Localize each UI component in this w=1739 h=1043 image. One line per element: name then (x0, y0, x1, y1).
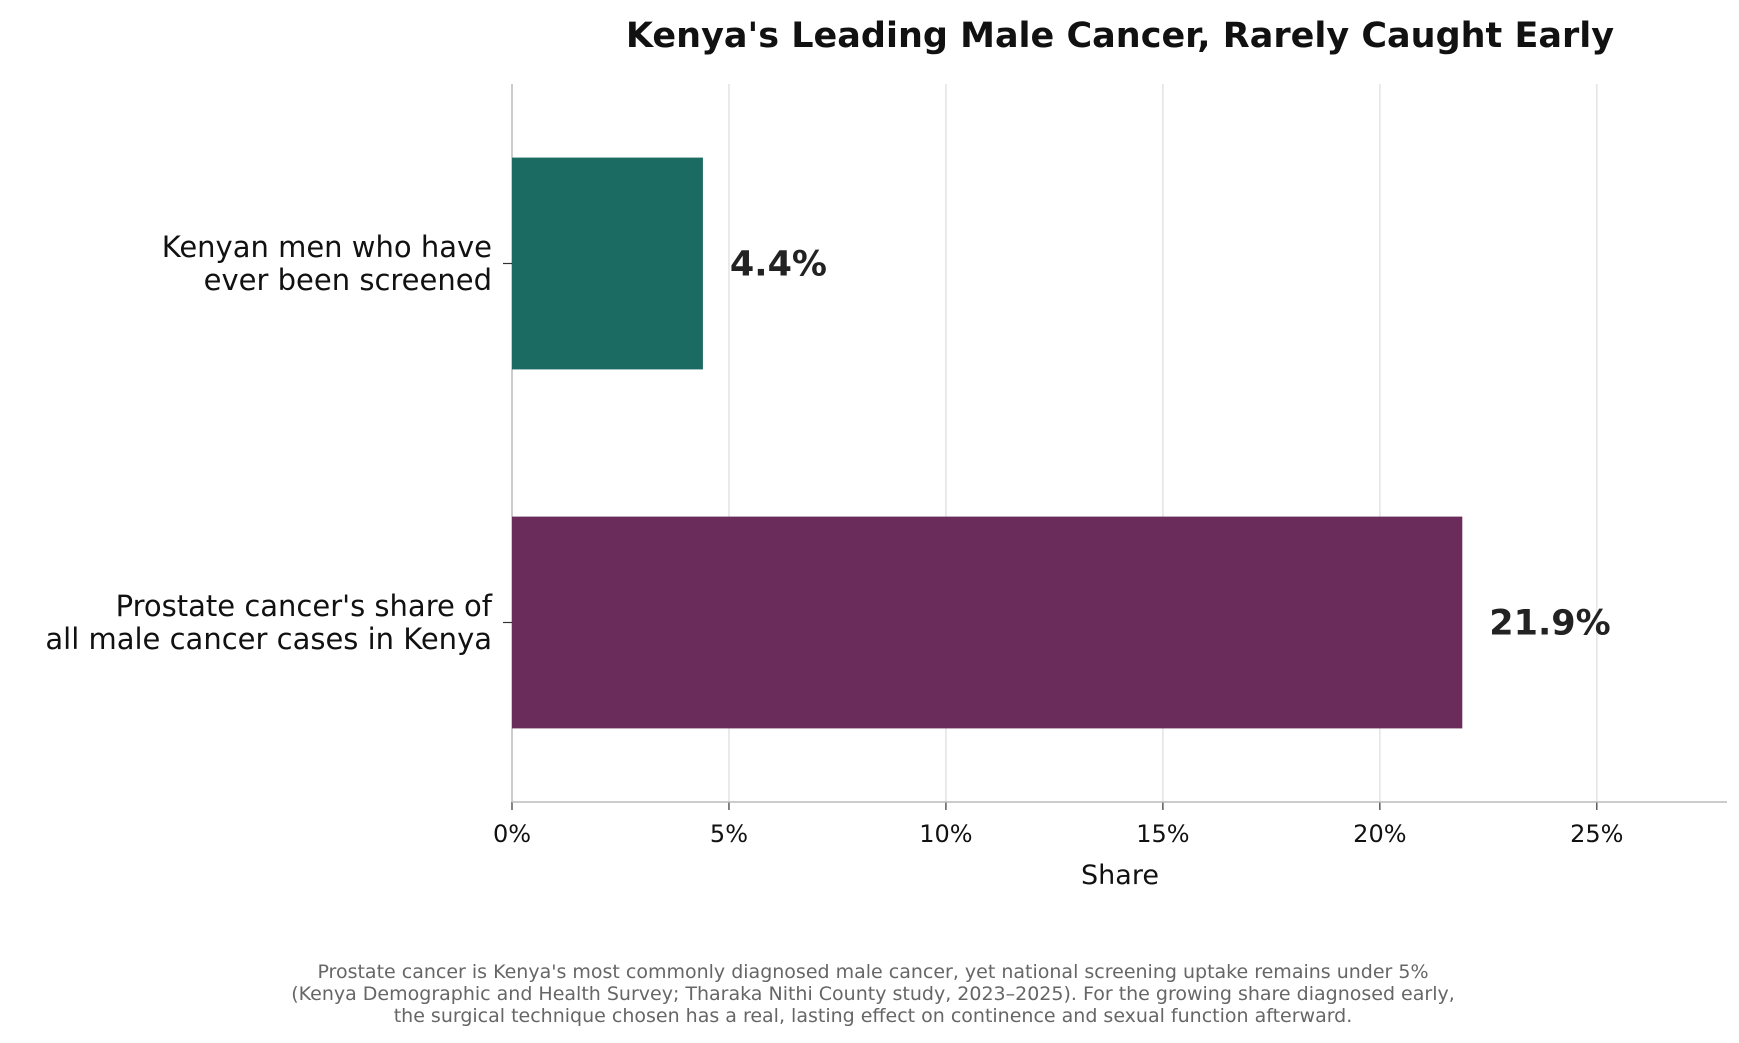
x-tick-label: 10% (919, 820, 972, 848)
x-tick-label: 25% (1570, 820, 1623, 848)
y-tick-label-line: ever been screened (204, 263, 492, 297)
x-tick-label: 0% (493, 820, 531, 848)
y-tick-label-line: Prostate cancer's share of (116, 589, 493, 623)
footnote-line: (Kenya Demographic and Health Survey; Th… (291, 983, 1455, 1005)
bar (512, 516, 1463, 729)
data-label: 21.9% (1489, 604, 1610, 644)
y-tick-label-line: all male cancer cases in Kenya (45, 622, 492, 656)
footnote: Prostate cancer is Kenya's most commonly… (291, 961, 1455, 1027)
data-label: 4.4% (730, 245, 827, 285)
axis-layer: 0% 5% 10% 15% 20% 25% Kenyan men who have ever … (45, 84, 1727, 848)
y-tick-label: Prostate cancer's share of all male cance… (45, 589, 492, 656)
y-tick-label-line: Kenyan men who have (162, 230, 492, 264)
y-tick-label: Kenyan men who have ever been screened (162, 230, 492, 297)
bar-layer: 4.4% 21.9% (512, 157, 1611, 729)
x-tick-label: 20% (1353, 820, 1406, 848)
footnote-line: the surgical technique chosen has a real… (394, 1005, 1353, 1027)
x-tick-label: 5% (710, 820, 748, 848)
bar (512, 157, 703, 370)
x-axis-title: Share (1081, 860, 1159, 891)
chart-title: Kenya's Leading Male Cancer, Rarely Caug… (626, 16, 1614, 56)
x-tick-label: 15% (1136, 820, 1189, 848)
footnote-line: Prostate cancer is Kenya's most commonly… (317, 961, 1428, 983)
